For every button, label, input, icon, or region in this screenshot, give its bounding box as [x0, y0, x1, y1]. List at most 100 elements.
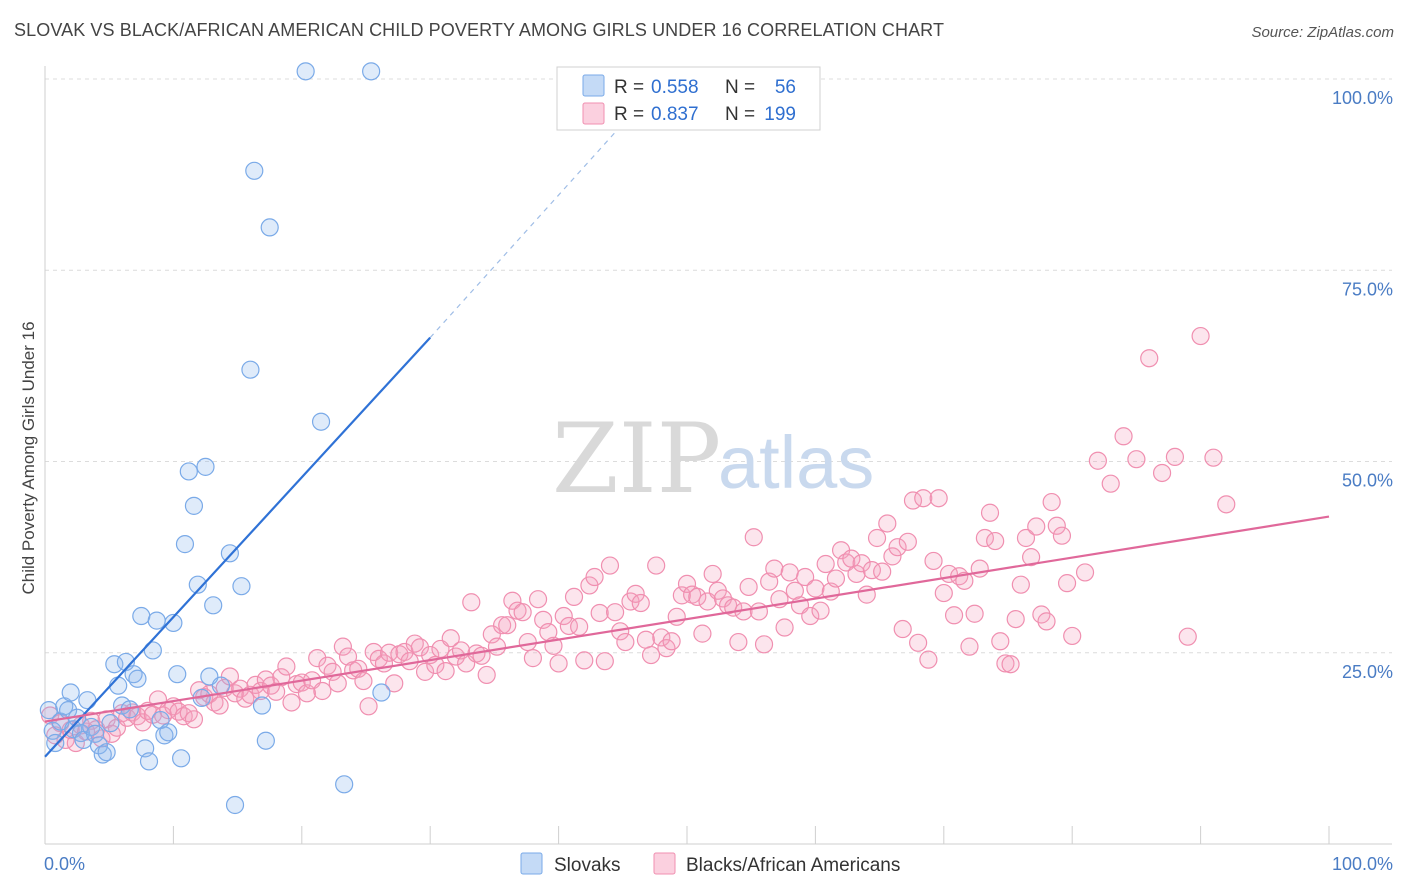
- point-black: [1114, 427, 1133, 446]
- point-slovak: [139, 752, 159, 771]
- point-black: [1088, 451, 1107, 470]
- point-slovak: [164, 613, 183, 633]
- watermark-zip: ZIP: [552, 403, 721, 515]
- point-black: [796, 567, 815, 587]
- point-slovak: [128, 669, 147, 688]
- point-slovak: [109, 676, 128, 695]
- bottom-legend-slovak-label: Slovaks: [554, 855, 621, 876]
- point-slovak: [252, 696, 272, 715]
- point-black: [980, 503, 1000, 522]
- series-slovak-points: [39, 62, 391, 815]
- point-black: [523, 649, 543, 668]
- point-black: [1011, 575, 1030, 594]
- point-black: [410, 638, 430, 657]
- legend-black-n-value: 199: [764, 104, 796, 125]
- point-black: [354, 671, 373, 691]
- point-slovak: [143, 641, 162, 660]
- point-black: [1217, 495, 1236, 514]
- legend-box: R = 0.558 N = 56 R = 0.837 N = 199: [556, 66, 821, 131]
- point-black: [703, 564, 722, 584]
- point-black: [744, 528, 763, 547]
- point-black: [914, 489, 933, 508]
- point-black: [1001, 655, 1020, 674]
- point-slovak: [159, 723, 178, 742]
- point-black: [1006, 609, 1025, 629]
- point-black: [595, 652, 614, 671]
- point-black: [1063, 626, 1082, 646]
- point-black: [282, 693, 301, 712]
- x-tick-label-max: 100.0%: [1332, 854, 1393, 874]
- point-slovak: [204, 596, 223, 615]
- point-black: [749, 602, 769, 621]
- point-black: [878, 514, 897, 533]
- point-slovak: [132, 606, 151, 626]
- legend-black-swatch: [582, 102, 605, 125]
- legend-black-r-value: 0.837: [651, 104, 699, 125]
- point-slovak: [179, 462, 198, 481]
- point-black: [1075, 563, 1095, 582]
- bottom-legend-slovak-swatch: [520, 852, 543, 875]
- point-slovak: [196, 457, 215, 476]
- legend-slovak-n-value: 56: [775, 77, 796, 98]
- point-black: [739, 577, 758, 597]
- point-black: [1165, 447, 1185, 467]
- point-slovak: [147, 611, 166, 630]
- point-black: [641, 645, 661, 665]
- point-black: [826, 569, 846, 588]
- point-black: [1027, 517, 1046, 536]
- point-black: [852, 554, 871, 573]
- point-slovak: [372, 683, 391, 702]
- point-slovak: [220, 544, 239, 563]
- point-black: [1140, 349, 1159, 368]
- point-black: [934, 583, 953, 603]
- point-black: [308, 649, 327, 668]
- point-slovak: [362, 62, 381, 81]
- trend-line-slovak: [44, 336, 432, 758]
- point-black: [662, 632, 681, 651]
- point-black: [333, 637, 352, 656]
- point-black: [636, 630, 656, 649]
- point-black: [775, 618, 794, 637]
- point-slovak: [311, 412, 331, 431]
- point-black: [970, 559, 989, 578]
- point-slovak: [172, 749, 191, 768]
- point-black: [1052, 526, 1072, 545]
- point-black: [873, 562, 892, 581]
- point-black: [1057, 574, 1077, 593]
- point-black: [677, 574, 697, 594]
- bottom-legend: Slovaks Blacks/African Americans: [520, 852, 900, 876]
- legend-black-n-label: N =: [725, 104, 755, 125]
- point-black: [1152, 463, 1172, 483]
- watermark: ZIP atlas: [552, 403, 874, 515]
- point-black: [1047, 516, 1066, 535]
- point-black: [919, 650, 938, 669]
- point-black: [893, 619, 912, 639]
- point-black: [754, 635, 774, 654]
- point-black: [605, 603, 625, 622]
- legend-slovak-r-value: 0.558: [651, 77, 699, 98]
- point-black: [1037, 612, 1056, 631]
- point-black: [1191, 326, 1210, 346]
- legend-black-r-label: R =: [614, 104, 644, 125]
- point-black: [549, 654, 568, 673]
- point-black: [996, 654, 1015, 673]
- y-tick-label: 100.0%: [1332, 88, 1393, 108]
- point-slovak: [296, 62, 315, 81]
- point-slovak: [225, 795, 245, 815]
- point-black: [600, 556, 620, 575]
- point-black: [1042, 492, 1061, 512]
- trend-lines: [44, 109, 1330, 758]
- point-black: [277, 657, 296, 676]
- point-black: [801, 606, 820, 626]
- point-black: [626, 584, 645, 603]
- point-black: [415, 662, 435, 681]
- point-black: [487, 637, 507, 656]
- legend-slovak-r-label: R =: [614, 77, 644, 98]
- point-black: [816, 554, 835, 574]
- point-black: [441, 629, 460, 648]
- legend-slovak-swatch: [582, 74, 605, 97]
- point-black: [672, 586, 691, 605]
- point-black: [986, 531, 1005, 551]
- point-black: [693, 624, 712, 643]
